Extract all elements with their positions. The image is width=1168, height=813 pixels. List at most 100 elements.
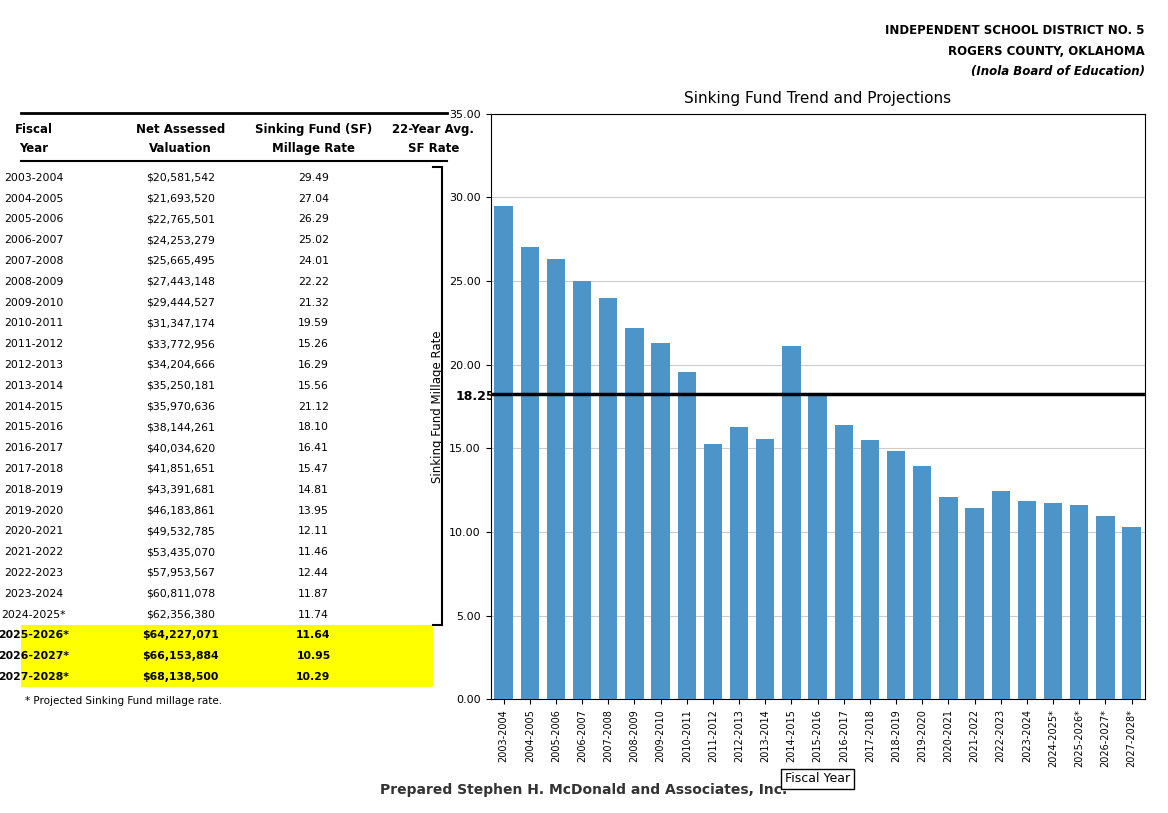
- Text: 10.95: 10.95: [297, 651, 331, 661]
- Text: ROGERS COUNTY, OKLAHOMA: ROGERS COUNTY, OKLAHOMA: [948, 45, 1145, 58]
- Text: $20,581,542: $20,581,542: [146, 172, 215, 183]
- Bar: [861, 441, 880, 699]
- Bar: [652, 342, 669, 699]
- Text: 26.29: 26.29: [298, 215, 329, 224]
- Text: 15.47: 15.47: [298, 464, 329, 474]
- Text: 16.29: 16.29: [298, 360, 329, 370]
- Text: INDEPENDENT SCHOOL DISTRICT NO. 5: INDEPENDENT SCHOOL DISTRICT NO. 5: [885, 24, 1145, 37]
- Text: 18.10: 18.10: [298, 422, 329, 433]
- Text: 2013-2014: 2013-2014: [5, 380, 63, 391]
- Text: 2014-2015: 2014-2015: [5, 402, 63, 411]
- Text: $60,811,078: $60,811,078: [146, 589, 215, 598]
- Text: 11.46: 11.46: [298, 547, 329, 557]
- Text: $68,138,500: $68,138,500: [142, 672, 218, 682]
- Text: 2021-2022: 2021-2022: [5, 547, 63, 557]
- Text: Prepared Stephen H. McDonald and Associates, Inc.: Prepared Stephen H. McDonald and Associa…: [381, 783, 787, 797]
- Text: 12.44: 12.44: [298, 568, 329, 578]
- Text: 22-Year Avg.: 22-Year Avg.: [392, 123, 474, 136]
- Text: 25.02: 25.02: [298, 235, 329, 245]
- Bar: [1070, 505, 1089, 699]
- Text: Sinking Fund (SF): Sinking Fund (SF): [255, 123, 373, 136]
- Text: SF Rate: SF Rate: [408, 142, 459, 155]
- Bar: [573, 280, 591, 699]
- Text: 15.26: 15.26: [298, 339, 329, 349]
- Bar: [730, 427, 749, 699]
- Bar: [547, 259, 565, 699]
- X-axis label: Fiscal Year: Fiscal Year: [785, 772, 850, 785]
- Text: 2012-2013: 2012-2013: [5, 360, 63, 370]
- Text: (Inola Board of Education): (Inola Board of Education): [971, 65, 1145, 78]
- Text: 11.87: 11.87: [298, 589, 329, 598]
- Text: 11.74: 11.74: [298, 610, 329, 620]
- Text: 19.59: 19.59: [298, 319, 329, 328]
- Bar: [756, 439, 774, 699]
- Text: 2023-2024: 2023-2024: [5, 589, 63, 598]
- Text: $25,665,495: $25,665,495: [146, 256, 215, 266]
- Bar: [966, 507, 983, 699]
- Bar: [521, 247, 538, 699]
- Text: $22,765,501: $22,765,501: [146, 215, 215, 224]
- Text: 2017-2018: 2017-2018: [5, 464, 63, 474]
- Text: 10.29: 10.29: [297, 672, 331, 682]
- Text: $66,153,884: $66,153,884: [142, 651, 218, 661]
- Text: 24.01: 24.01: [298, 256, 329, 266]
- Bar: [1017, 501, 1036, 699]
- Text: 2005-2006: 2005-2006: [5, 215, 63, 224]
- Text: 21.32: 21.32: [298, 298, 329, 307]
- Text: 21.12: 21.12: [298, 402, 329, 411]
- Text: 2024-2025*: 2024-2025*: [1, 610, 67, 620]
- Text: 2009-2010: 2009-2010: [5, 298, 63, 307]
- Bar: [887, 451, 905, 699]
- Bar: [599, 298, 618, 699]
- Text: $29,444,527: $29,444,527: [146, 298, 215, 307]
- Text: Valuation: Valuation: [150, 142, 211, 155]
- Text: $33,772,956: $33,772,956: [146, 339, 215, 349]
- Text: 22.22: 22.22: [298, 276, 329, 287]
- Text: 12.11: 12.11: [298, 526, 329, 537]
- Text: 2022-2023: 2022-2023: [5, 568, 63, 578]
- Text: $57,953,567: $57,953,567: [146, 568, 215, 578]
- Bar: [677, 372, 696, 699]
- Text: 18.25: 18.25: [456, 389, 495, 402]
- Text: 27.04: 27.04: [298, 193, 329, 203]
- Title: Sinking Fund Trend and Projections: Sinking Fund Trend and Projections: [684, 91, 951, 106]
- Text: $64,227,071: $64,227,071: [141, 630, 218, 641]
- Text: 2003-2004: 2003-2004: [5, 172, 63, 183]
- Text: 2004-2005: 2004-2005: [5, 193, 63, 203]
- Bar: [939, 497, 958, 699]
- FancyBboxPatch shape: [21, 667, 433, 687]
- Text: $38,144,261: $38,144,261: [146, 422, 215, 433]
- Bar: [808, 397, 827, 699]
- Bar: [1044, 502, 1062, 699]
- Text: 16.41: 16.41: [298, 443, 329, 453]
- Text: $24,253,279: $24,253,279: [146, 235, 215, 245]
- Text: Year: Year: [20, 142, 48, 155]
- Text: 29.49: 29.49: [298, 172, 329, 183]
- Text: * Projected Sinking Fund millage rate.: * Projected Sinking Fund millage rate.: [25, 696, 222, 706]
- Bar: [625, 328, 644, 699]
- Bar: [704, 444, 722, 699]
- Text: 15.56: 15.56: [298, 380, 329, 391]
- Text: 2027-2028*: 2027-2028*: [0, 672, 69, 682]
- Text: Net Assessed: Net Assessed: [135, 123, 225, 136]
- Text: 2008-2009: 2008-2009: [5, 276, 63, 287]
- Bar: [1122, 527, 1141, 699]
- Text: $35,250,181: $35,250,181: [146, 380, 215, 391]
- Bar: [835, 424, 853, 699]
- Text: 13.95: 13.95: [298, 506, 329, 515]
- Text: 2011-2012: 2011-2012: [5, 339, 63, 349]
- Text: $62,356,380: $62,356,380: [146, 610, 215, 620]
- Text: $31,347,174: $31,347,174: [146, 319, 215, 328]
- Text: 11.64: 11.64: [297, 630, 331, 641]
- Text: Millage Rate: Millage Rate: [272, 142, 355, 155]
- Text: $41,851,651: $41,851,651: [146, 464, 215, 474]
- Text: $34,204,666: $34,204,666: [146, 360, 215, 370]
- Text: $49,532,785: $49,532,785: [146, 526, 215, 537]
- Text: 2010-2011: 2010-2011: [5, 319, 63, 328]
- Bar: [992, 491, 1010, 699]
- Text: 14.81: 14.81: [298, 485, 329, 495]
- Text: $27,443,148: $27,443,148: [146, 276, 215, 287]
- Text: $53,435,070: $53,435,070: [146, 547, 215, 557]
- FancyBboxPatch shape: [21, 625, 433, 646]
- Text: 2006-2007: 2006-2007: [5, 235, 63, 245]
